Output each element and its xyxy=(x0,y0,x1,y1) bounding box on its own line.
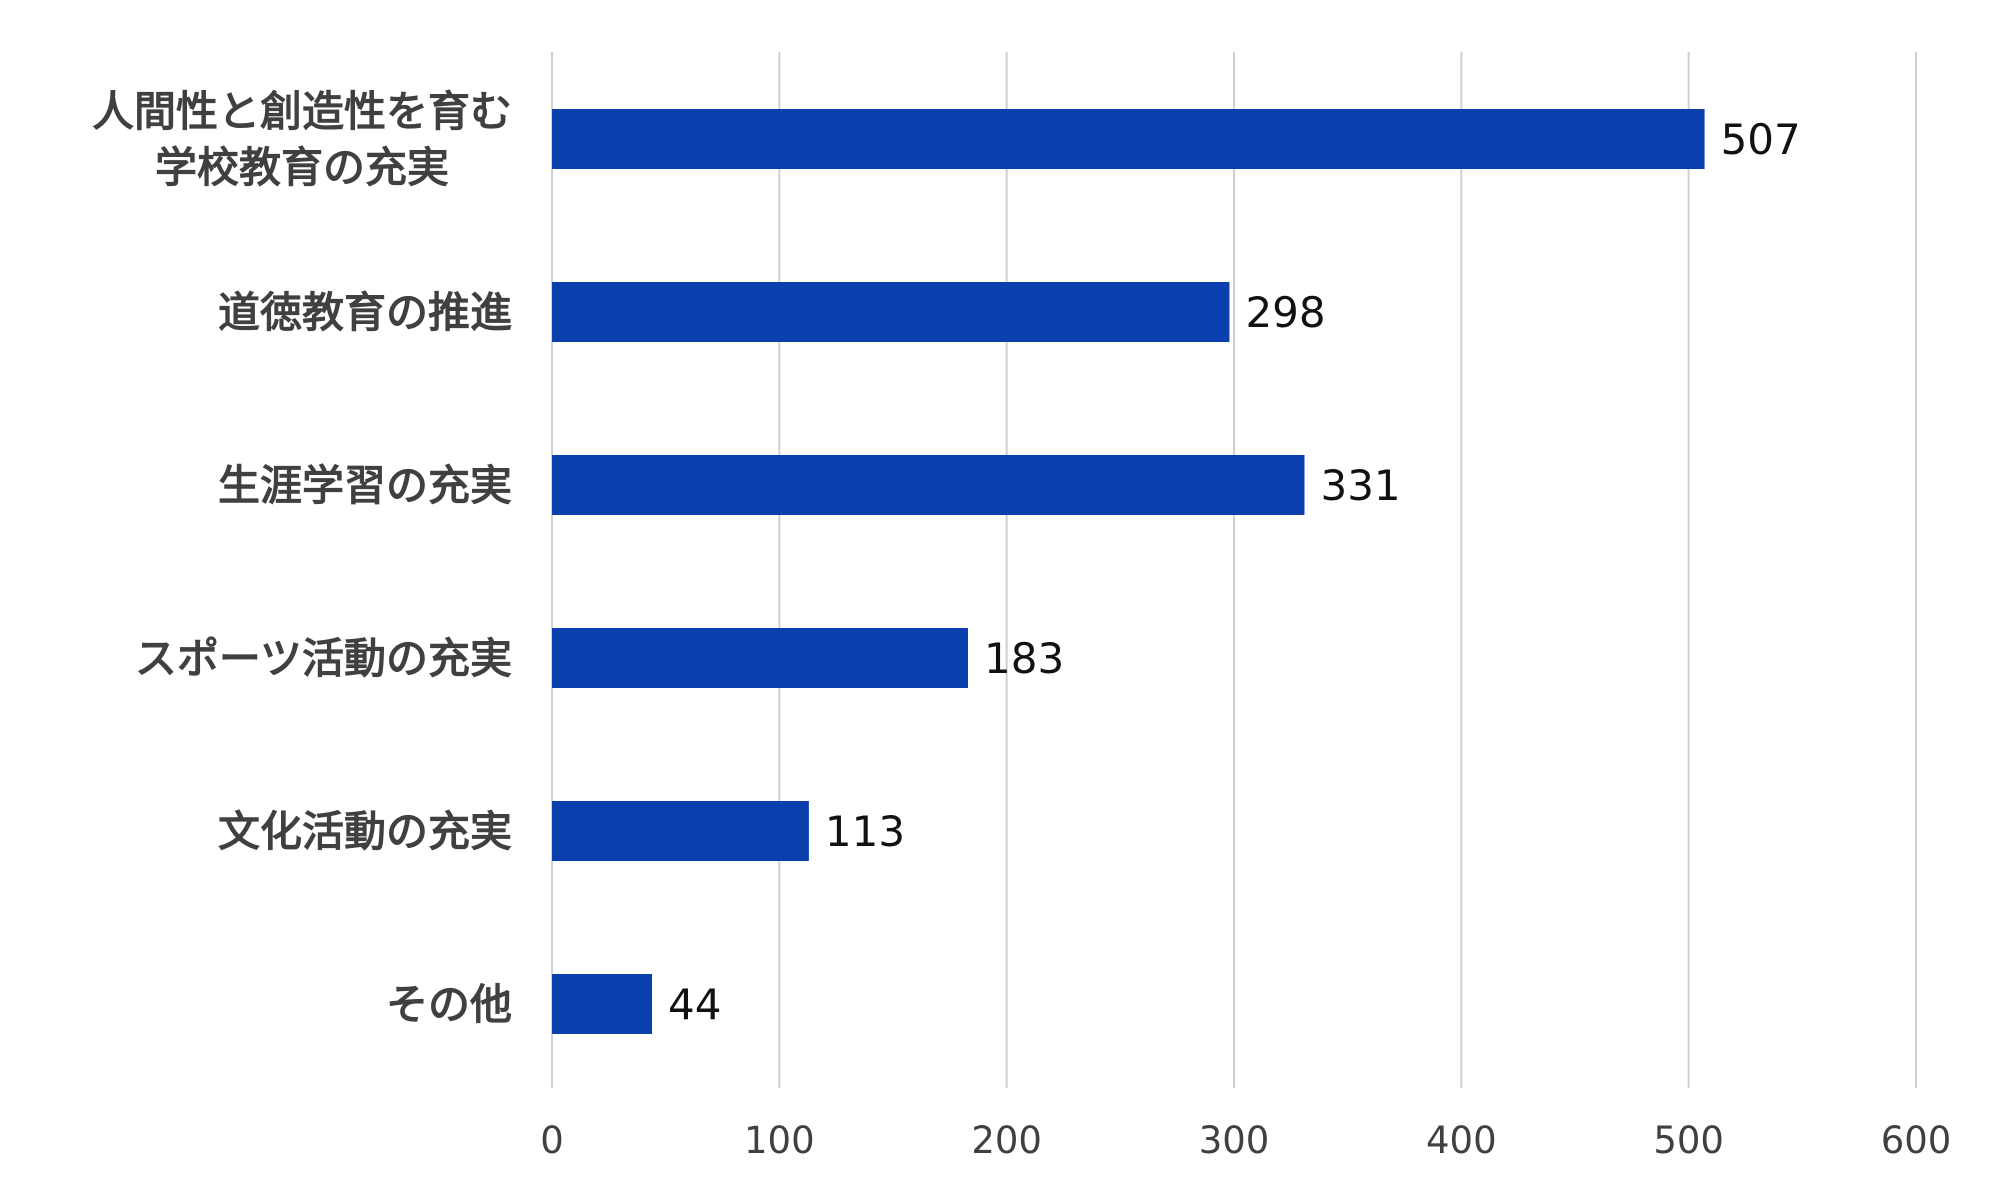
bar-2 xyxy=(552,455,1305,515)
tick-label-100: 100 xyxy=(744,1119,815,1162)
tick-label-500: 500 xyxy=(1653,1119,1724,1162)
category-label-0: 人間性と創造性を育む学校教育の充実 xyxy=(92,87,512,192)
bar-1 xyxy=(552,282,1230,342)
bar-4 xyxy=(552,801,809,861)
category-label-2: 生涯学習の充実 xyxy=(218,461,512,510)
data-label-3: 183 xyxy=(984,634,1064,683)
tick-label-600: 600 xyxy=(1881,1119,1952,1162)
bar-5 xyxy=(552,974,653,1034)
tick-label-0: 0 xyxy=(540,1119,564,1162)
category-label-1: 道徳教育の推進 xyxy=(218,288,512,337)
data-label-4: 113 xyxy=(825,807,905,856)
tick-label-400: 400 xyxy=(1426,1119,1497,1162)
category-axis-labels: 人間性と創造性を育む学校教育の充実道徳教育の推進生涯学習の充実スポーツ活動の充実… xyxy=(92,87,512,1029)
category-label-3: スポーツ活動の充実 xyxy=(135,634,512,683)
gridlines xyxy=(551,52,1917,1088)
category-label-4: 文化活動の充実 xyxy=(218,807,512,856)
bar-0 xyxy=(552,109,1705,169)
bars xyxy=(552,109,1705,1034)
tick-label-200: 200 xyxy=(971,1119,1042,1162)
tick-label-300: 300 xyxy=(1199,1119,1270,1162)
data-label-5: 44 xyxy=(668,980,721,1029)
bar-3 xyxy=(552,628,969,688)
data-label-1: 298 xyxy=(1245,288,1325,337)
data-label-2: 331 xyxy=(1320,461,1400,510)
category-label-5: その他 xyxy=(386,980,512,1029)
value-axis-tick-labels: 0 100 200 300 400 500 600 xyxy=(540,1119,1951,1162)
data-label-0: 507 xyxy=(1721,115,1801,164)
data-labels: 507 298 331 183 113 44 xyxy=(668,115,1801,1029)
